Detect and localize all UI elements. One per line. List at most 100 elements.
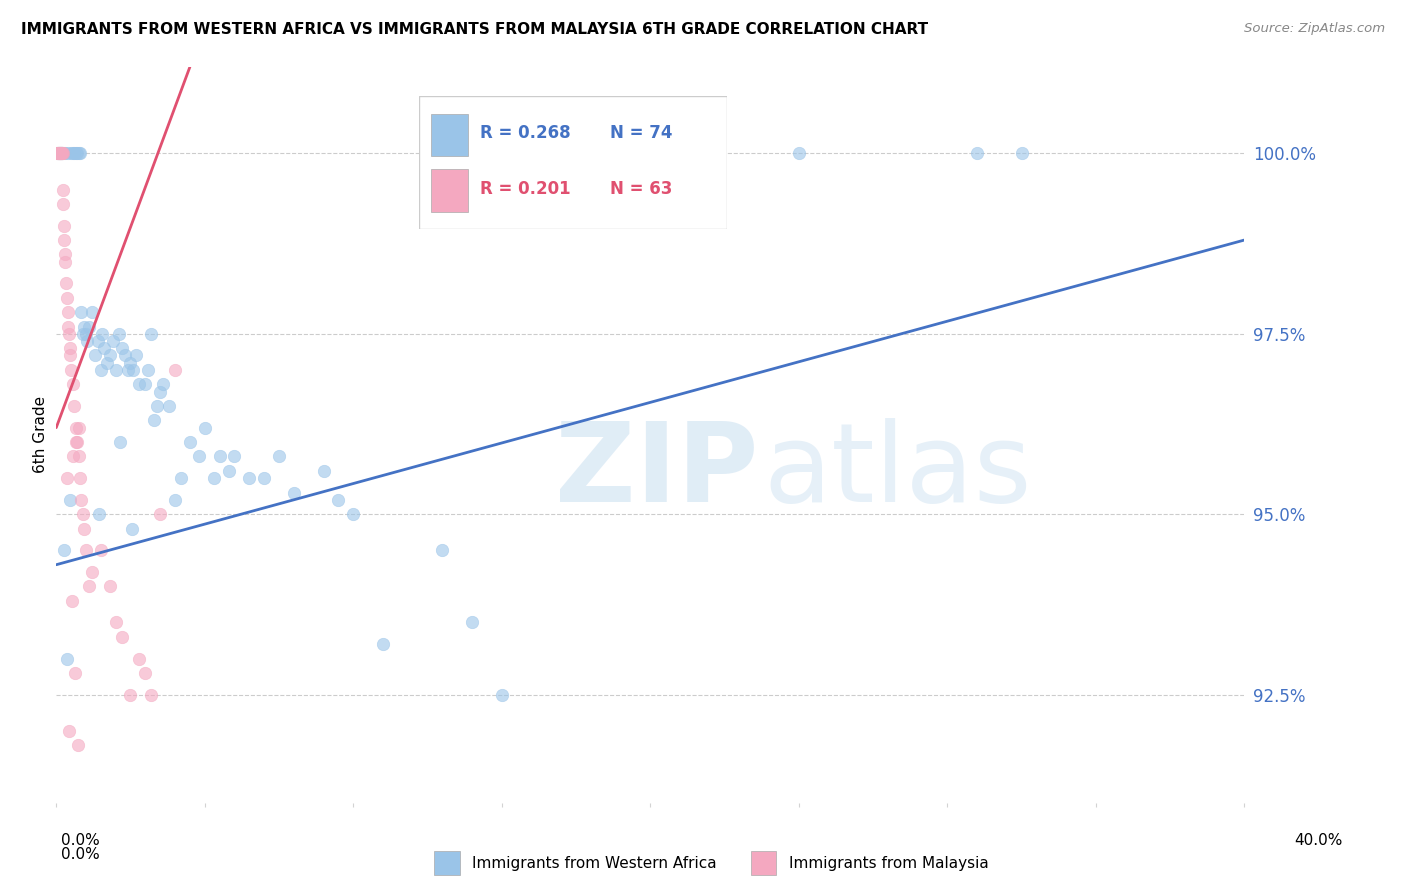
Point — [67, 146, 90, 161]
Point — [49, 146, 72, 161]
Point — [75, 326, 97, 341]
Point — [46, 146, 69, 161]
Point — [101, 334, 124, 348]
Point — [75, 543, 97, 558]
Point — [63, 399, 86, 413]
Point — [48, 146, 70, 161]
Point — [93, 341, 115, 355]
Point — [120, 356, 142, 370]
Point — [432, 543, 454, 558]
Point — [96, 356, 118, 370]
Text: IMMIGRANTS FROM WESTERN AFRICA VS IMMIGRANTS FROM MALAYSIA 6TH GRADE CORRELATION: IMMIGRANTS FROM WESTERN AFRICA VS IMMIGR… — [21, 22, 928, 37]
Point — [787, 146, 810, 161]
Point — [120, 688, 142, 702]
Point — [49, 146, 72, 161]
Point — [98, 349, 121, 363]
Point — [72, 507, 94, 521]
Point — [134, 377, 156, 392]
Point — [267, 450, 290, 464]
Point — [46, 146, 69, 161]
Point — [73, 319, 96, 334]
Point — [66, 435, 89, 450]
Point — [187, 450, 209, 464]
Point — [53, 233, 76, 247]
Point — [65, 435, 87, 450]
Point — [59, 349, 82, 363]
Point — [59, 492, 82, 507]
Text: 40.0%: 40.0% — [1295, 833, 1343, 847]
Point — [52, 219, 75, 233]
Point — [70, 492, 93, 507]
Point — [90, 363, 112, 377]
Point — [49, 146, 72, 161]
Bar — [434, 851, 460, 875]
Point — [51, 146, 73, 161]
Point — [55, 277, 77, 291]
Point — [46, 146, 69, 161]
Point — [69, 471, 91, 485]
Bar — [751, 851, 776, 875]
Text: Immigrants from Western Africa: Immigrants from Western Africa — [472, 855, 717, 871]
Point — [163, 492, 186, 507]
Point — [48, 146, 70, 161]
Point — [121, 522, 143, 536]
Point — [73, 522, 96, 536]
Point — [55, 651, 77, 665]
Point — [152, 377, 174, 392]
Y-axis label: 6th Grade: 6th Grade — [32, 396, 48, 474]
Point — [53, 247, 76, 261]
Point — [62, 450, 84, 464]
Text: atlas: atlas — [763, 418, 1032, 525]
Point — [143, 413, 166, 427]
Point — [491, 688, 513, 702]
Point — [46, 146, 69, 161]
Point — [65, 420, 87, 434]
Point — [67, 450, 90, 464]
Point — [117, 363, 139, 377]
Point — [77, 579, 100, 593]
Point — [1011, 146, 1033, 161]
Point — [91, 326, 114, 341]
Point — [51, 146, 73, 161]
Point — [238, 471, 260, 485]
Point — [125, 349, 148, 363]
Point — [66, 738, 89, 752]
Point — [371, 637, 394, 651]
Point — [342, 507, 364, 521]
Point — [104, 363, 127, 377]
Point — [202, 471, 225, 485]
Point — [83, 349, 105, 363]
Point — [60, 594, 83, 608]
Point — [157, 399, 180, 413]
Point — [108, 435, 131, 450]
Point — [110, 341, 132, 355]
Point — [146, 399, 169, 413]
Point — [53, 146, 76, 161]
Point — [218, 464, 240, 478]
Point — [62, 146, 84, 161]
Point — [58, 723, 80, 738]
Point — [141, 688, 163, 702]
Point — [49, 146, 72, 161]
Point — [966, 146, 988, 161]
Point — [52, 146, 75, 161]
Point — [60, 363, 83, 377]
Text: Source: ZipAtlas.com: Source: ZipAtlas.com — [1244, 22, 1385, 36]
Point — [253, 471, 276, 485]
Point — [48, 146, 70, 161]
Point — [48, 146, 70, 161]
Point — [65, 146, 87, 161]
Point — [62, 377, 84, 392]
Point — [170, 471, 193, 485]
Point — [59, 341, 82, 355]
Point — [52, 543, 75, 558]
Point — [51, 146, 73, 161]
Point — [283, 485, 305, 500]
Point — [70, 305, 93, 319]
Point — [224, 450, 246, 464]
Point — [136, 363, 159, 377]
Point — [141, 326, 163, 341]
Point — [60, 146, 83, 161]
Point — [56, 146, 79, 161]
Point — [58, 326, 80, 341]
